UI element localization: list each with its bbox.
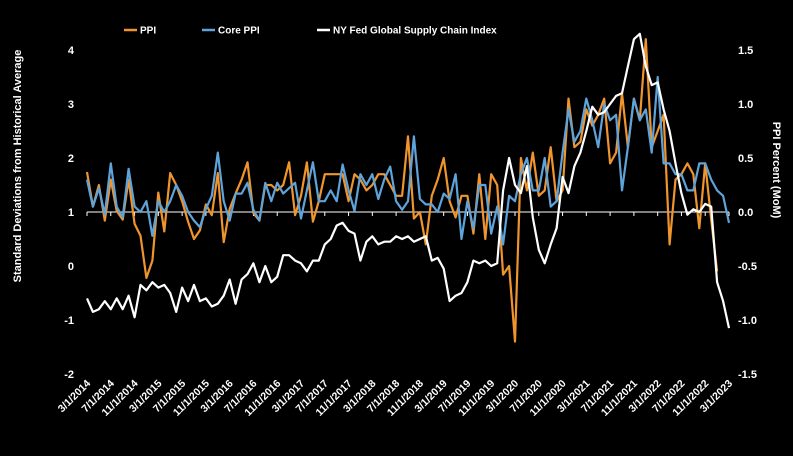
left-tick-label: 3: [68, 99, 74, 111]
right-tick-label: 1.0: [738, 99, 753, 111]
left-tick-label: 4: [68, 45, 75, 57]
right-tick-label: 0.0: [738, 207, 753, 219]
legend: PPI Core PPI NY Fed Global Supply Chain In…: [124, 26, 497, 37]
left-tick-label: -2: [64, 369, 74, 381]
legend-label: NY Fed Global Supply Chain Index: [333, 26, 497, 37]
left-axis-title: Standard Deviations from Historical Aver…: [12, 50, 24, 283]
series-line-ny-fed-global-supply-chain-index: [85, 32, 731, 329]
right-tick-label: -0.5: [738, 261, 757, 273]
right-tick-label: -1.0: [738, 315, 757, 327]
right-tick-label: 1.5: [738, 45, 753, 57]
x-axis: 3/1/20147/1/201411/1/20143/1/20157/1/201…: [56, 211, 735, 419]
left-tick-label: 0: [68, 261, 74, 273]
series-layer: [85, 32, 731, 343]
legend-label: PPI: [140, 26, 156, 37]
series-line-ppi: [85, 38, 719, 343]
right-tick-label: 0.5: [738, 153, 753, 165]
right-axis-title: PPI Percent (MoM): [770, 122, 782, 219]
left-tick-label: -1: [64, 315, 74, 327]
left-axis: -2 -1 0 1 2 3 4: [64, 45, 75, 381]
left-tick-label: 2: [68, 153, 74, 165]
right-tick-label: -1.5: [738, 369, 757, 381]
right-axis: -1.5 -1.0 -0.5 0.0 0.5 1.0 1.5: [738, 45, 757, 381]
left-tick-label: 1: [68, 207, 74, 219]
legend-label: Core PPI: [218, 26, 260, 37]
series-line-core-ppi: [85, 75, 731, 246]
